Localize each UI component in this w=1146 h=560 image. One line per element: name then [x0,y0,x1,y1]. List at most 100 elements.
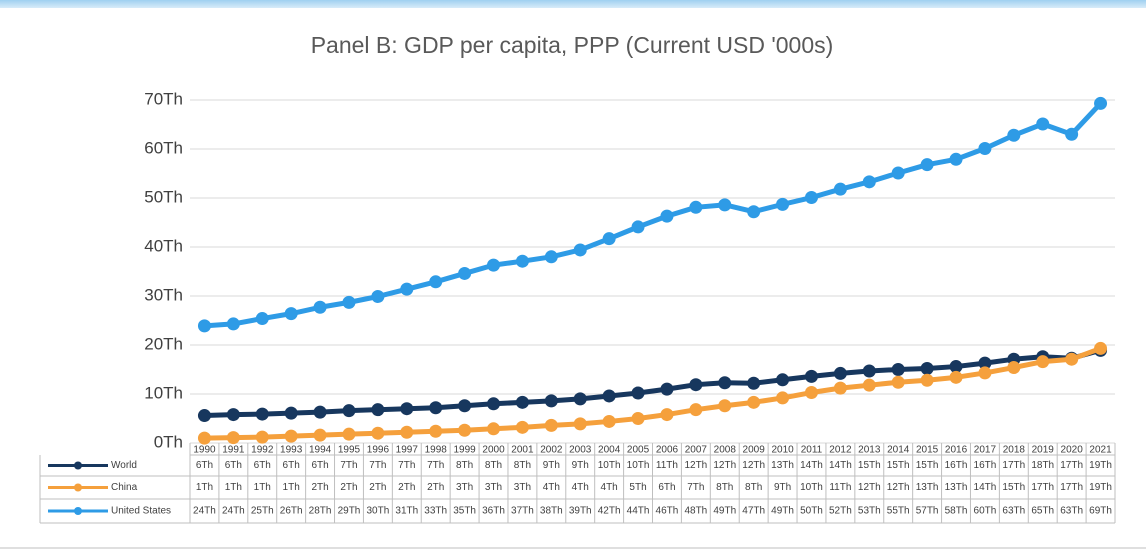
point-marker [776,373,790,387]
table-cell: 48Th [684,506,707,517]
table-cell: 14Th [800,460,823,471]
table-cell: 25Th [251,506,274,517]
y-tick-label: 30Th [144,285,183,304]
table-cell: 17Th [1002,460,1025,471]
table-cell: 9Th [774,482,791,493]
point-marker [1036,117,1050,131]
table-cell: 2Th [427,482,444,493]
table-cell: 46Th [656,506,679,517]
point-marker [458,423,472,437]
x-tick-label: 1997 [396,445,419,456]
table-cell: 4Th [601,482,618,493]
y-tick-label: 40Th [144,236,183,255]
point-marker [429,424,443,438]
table-cell: 15Th [887,460,910,471]
point-marker [400,402,414,416]
table-cell: 15Th [916,460,939,471]
table-cell: 49Th [713,506,736,517]
point-marker [978,142,992,156]
x-tick-label: 2005 [627,445,650,456]
point-marker [891,363,905,376]
x-tick-label: 2008 [714,445,737,456]
point-marker [862,378,876,392]
table-cell: 16Th [974,460,997,471]
table-cell: 28Th [309,506,332,517]
x-tick-label: 2002 [540,445,563,456]
table-cell: 7Th [398,460,415,471]
table-cell: 24Th [193,506,216,517]
table-cell: 12Th [887,482,910,493]
table-cell: 12Th [713,460,736,471]
series-line [204,101,1103,329]
table-cell: 38Th [540,506,563,517]
table-cell: 2Th [311,482,328,493]
table-cell: 17Th [1060,482,1083,493]
table-cell: 37Th [511,506,534,517]
point-marker [718,376,732,390]
table-cell: 63Th [1060,506,1083,517]
point-marker [226,408,240,422]
point-marker [573,417,587,431]
table-cell: 8Th [745,482,762,493]
table-cell: 63Th [1002,506,1025,517]
point-marker [573,243,587,257]
point-marker [313,405,327,419]
table-cell: 1Th [196,482,213,493]
point-marker [342,427,356,441]
legend-label: China [111,482,138,493]
point-marker [515,395,529,409]
legend-label: United States [111,506,171,517]
point-marker [718,399,732,413]
point-marker [284,429,298,443]
table-cell: 8Th [514,460,531,471]
table-cell: 6Th [196,460,213,471]
point-marker [371,289,385,303]
point-marker [487,422,501,436]
table-cell: 9Th [543,460,560,471]
point-marker [255,407,269,421]
point-marker [602,414,616,428]
table-cell: 1Th [254,482,271,493]
x-tick-label: 2014 [887,445,910,456]
point-marker [804,386,818,400]
y-tick-label: 0Th [154,432,183,451]
y-tick-label: 10Th [144,383,183,402]
table-cell: 6Th [225,460,242,471]
point-marker [573,392,587,406]
table-cell: 57Th [916,506,939,517]
table-cell: 2Th [369,482,386,493]
table-cell: 33Th [424,506,447,517]
table-cell: 13Th [916,482,939,493]
point-marker [487,258,501,272]
x-tick-label: 2007 [685,445,708,456]
table-cell: 5Th [629,482,646,493]
point-marker [1094,341,1108,355]
table-cell: 42Th [598,506,621,517]
x-tick-label: 2011 [801,445,823,456]
table-cell: 15Th [1002,482,1025,493]
legend-marker [74,483,82,492]
table-cell: 14Th [974,482,997,493]
x-tick-label: 2009 [743,445,766,456]
point-marker [458,266,472,280]
x-tick-label: 2017 [974,445,997,456]
point-marker [458,399,472,413]
table-cell: 8Th [456,460,473,471]
point-marker [718,198,732,212]
point-marker [689,378,703,392]
table-cell: 8Th [716,482,733,493]
table-cell: 6Th [658,482,675,493]
point-marker [804,369,818,383]
x-tick-label: 1999 [453,445,476,456]
table-cell: 3Th [514,482,531,493]
point-marker [660,408,674,422]
table-cell: 1Th [225,482,242,493]
table-cell: 19Th [1089,482,1112,493]
x-tick-label: 1992 [251,445,274,456]
table-cell: 17Th [1060,460,1083,471]
table-cell: 8Th [485,460,502,471]
table-cell: 24Th [222,506,245,517]
point-marker [429,401,443,415]
y-tick-label: 50Th [144,187,183,206]
